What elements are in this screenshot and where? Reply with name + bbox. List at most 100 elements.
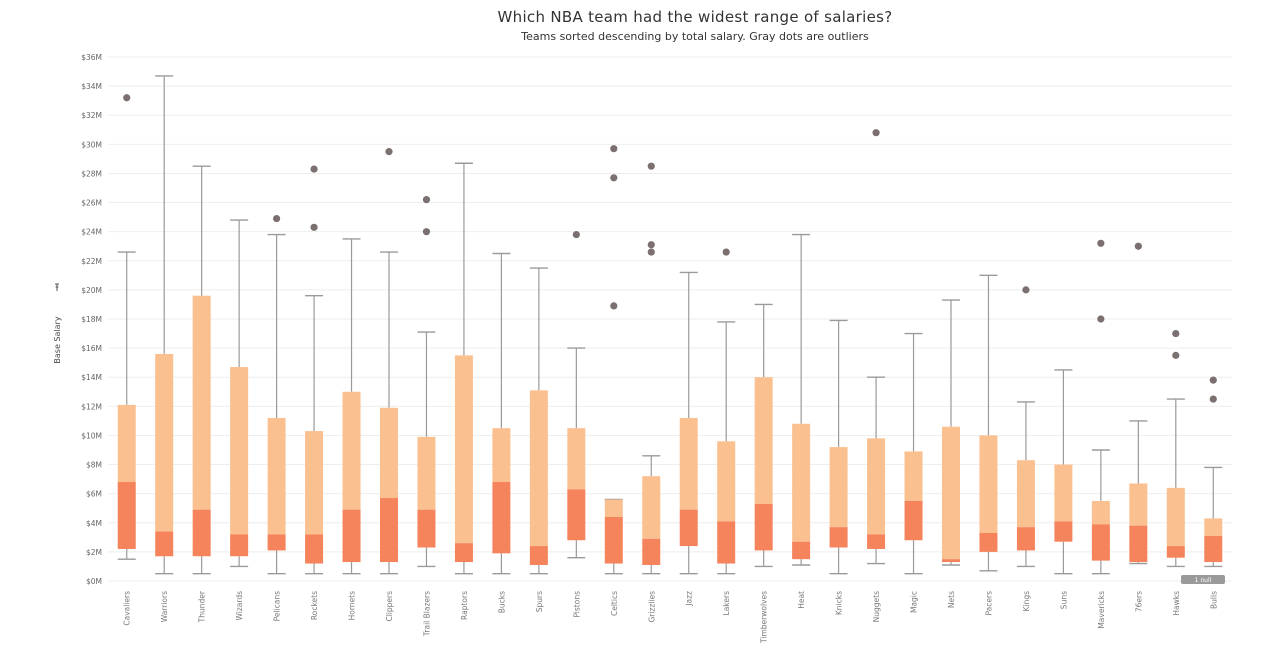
box-lower	[492, 482, 511, 554]
box-upper	[792, 423, 811, 542]
box-lower	[792, 541, 811, 560]
box-jazz[interactable]	[679, 271, 698, 575]
box-upper	[305, 431, 324, 535]
x-tick-label: Pelicans	[273, 591, 282, 622]
x-tick-label: Nets	[947, 591, 956, 608]
sort-icon[interactable]	[55, 283, 59, 291]
box-lower	[567, 489, 586, 541]
outlier-point	[422, 196, 431, 204]
x-axis-categories: Cavaliers Warriors Thunder Wizards Pelicans R…	[123, 590, 1219, 644]
box-bulls[interactable]	[1204, 376, 1223, 568]
y-tick-label: $24M	[81, 228, 102, 237]
box-heat[interactable]	[792, 233, 811, 566]
y-axis-label: Base Salary	[53, 316, 62, 363]
y-tick-label: $26M	[81, 199, 102, 208]
outlier-point	[310, 165, 318, 173]
x-tick-label: Raptors	[460, 591, 469, 620]
y-tick-label: $12M	[81, 402, 102, 411]
box-upper	[679, 417, 698, 510]
box-pelicans[interactable]	[267, 214, 286, 575]
box-nets[interactable]	[942, 299, 960, 566]
box-warriors[interactable]	[155, 75, 174, 575]
y-axis-label-group: Base Salary	[53, 283, 62, 364]
x-tick-label: Kings	[1022, 591, 1031, 612]
box-suns[interactable]	[1054, 369, 1073, 575]
y-tick-label: $10M	[81, 431, 102, 440]
box-upper	[454, 355, 473, 544]
box-upper	[567, 428, 586, 490]
box-upper	[867, 438, 886, 535]
x-tick-label: Pistons	[572, 591, 581, 618]
box-cavaliers[interactable]	[117, 94, 136, 560]
box-lower	[230, 534, 249, 557]
y-tick-label: $2M	[86, 548, 102, 557]
outlier-point	[1134, 242, 1142, 250]
null-badge-background	[1181, 575, 1225, 584]
box-lower	[1054, 521, 1073, 542]
x-tick-label: Cavaliers	[123, 591, 132, 626]
x-tick-label: Timberwolves	[760, 591, 769, 644]
box-timberwolves[interactable]	[754, 303, 773, 568]
box-wizards[interactable]	[230, 219, 249, 568]
box-mavericks[interactable]	[1091, 239, 1110, 575]
outlier-point	[610, 174, 618, 182]
box-upper	[717, 441, 736, 522]
box-lower	[454, 543, 473, 563]
outlier-point	[647, 248, 655, 256]
box-76ers[interactable]	[1129, 242, 1148, 565]
box-lower	[1091, 524, 1110, 561]
outlier-point	[1097, 315, 1105, 323]
box-upper	[117, 404, 136, 483]
x-tick-label: 76ers	[1134, 591, 1143, 612]
y-tick-label: $4M	[86, 519, 102, 528]
outlier-point	[1022, 286, 1030, 294]
box-upper	[1166, 487, 1185, 547]
box-spurs[interactable]	[529, 267, 548, 575]
x-tick-label: Nuggets	[872, 591, 881, 622]
box-upper	[417, 436, 436, 510]
box-upper	[1129, 483, 1148, 526]
box-hornets[interactable]	[342, 238, 361, 575]
outlier-point	[647, 162, 655, 170]
outlier-point	[310, 223, 318, 231]
x-tick-label: Bucks	[497, 591, 506, 613]
box-lower	[679, 509, 698, 547]
box-thunder[interactable]	[192, 165, 211, 575]
box-upper	[904, 451, 923, 501]
box-kings[interactable]	[1016, 286, 1035, 568]
box-upper	[529, 390, 548, 547]
box-lower	[754, 503, 773, 551]
box-hawks[interactable]	[1166, 329, 1185, 568]
box-pacers[interactable]	[979, 274, 998, 572]
box-lower	[267, 534, 286, 551]
box-rockets[interactable]	[305, 165, 324, 575]
x-tick-label: Wizards	[235, 591, 244, 621]
box-clippers[interactable]	[380, 148, 398, 575]
y-tick-label: $16M	[81, 344, 102, 353]
box-lakers[interactable]	[717, 248, 736, 575]
outlier-point	[722, 248, 730, 256]
box-bucks[interactable]	[492, 252, 511, 575]
box-grizzlies[interactable]	[642, 162, 661, 575]
box-lower	[380, 498, 398, 563]
box-celtics[interactable]	[604, 145, 623, 575]
box-knicks[interactable]	[829, 319, 848, 575]
y-tick-label: $36M	[81, 53, 102, 62]
y-tick-label: $14M	[81, 373, 102, 382]
box-pistons[interactable]	[567, 230, 586, 559]
y-tick-label: $22M	[81, 257, 102, 266]
box-lower	[1016, 527, 1035, 551]
box-magic[interactable]	[904, 332, 923, 575]
box-upper	[267, 417, 286, 535]
box-nuggets[interactable]	[867, 129, 886, 565]
null-badge-text: 1 null	[1195, 577, 1212, 584]
box-upper	[1054, 464, 1073, 522]
box-trail-blazers[interactable]	[417, 196, 436, 568]
chart-subtitle: Teams sorted descending by total salary.…	[521, 30, 869, 43]
box-upper	[1091, 500, 1110, 525]
null-badge[interactable]: 1 null	[1181, 575, 1225, 584]
x-tick-label: Bulls	[1209, 591, 1218, 609]
box-lower	[829, 527, 848, 548]
box-raptors[interactable]	[454, 162, 473, 575]
